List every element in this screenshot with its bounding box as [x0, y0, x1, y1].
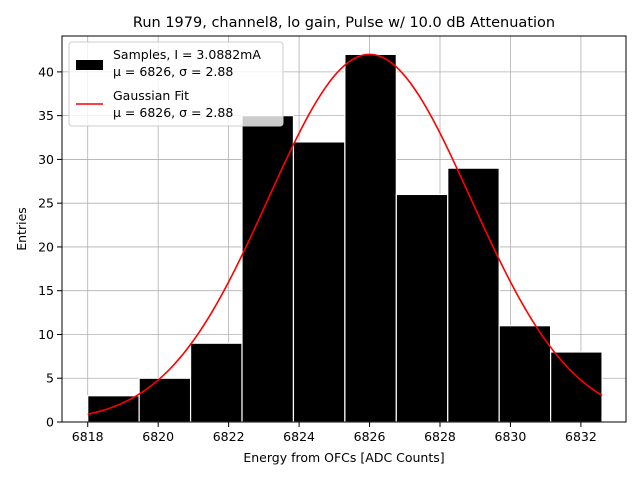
x-tick-label: 6818 — [72, 429, 104, 444]
legend-samples-swatch — [76, 60, 103, 70]
legend-samples-stats: μ = 6826, σ = 2.88 — [113, 64, 233, 79]
y-tick-label: 15 — [38, 283, 54, 298]
y-axis-label: Entries — [14, 207, 29, 251]
histogram-bar — [498, 325, 552, 423]
histogram-bar — [292, 141, 346, 423]
y-tick-label: 5 — [46, 371, 54, 386]
x-tick-label: 6824 — [283, 429, 315, 444]
histogram-bar — [395, 193, 449, 423]
histogram-bar — [87, 395, 140, 423]
histogram-bar — [550, 351, 603, 423]
y-tick-label: 10 — [38, 327, 54, 342]
x-axis-label: Energy from OFCs [ADC Counts] — [243, 450, 444, 465]
legend-box — [68, 41, 284, 127]
x-tick-label: 6822 — [213, 429, 245, 444]
legend: Samples, I = 3.0882mA μ = 6826, σ = 2.88… — [68, 41, 284, 127]
y-tick-label: 35 — [38, 108, 54, 123]
histogram-bar — [447, 167, 500, 423]
x-tick-label: 6828 — [424, 429, 456, 444]
histogram-bar — [138, 377, 192, 423]
chart-title: Run 1979, channel8, lo gain, Pulse w/ 10… — [133, 15, 555, 31]
histogram-bar — [189, 342, 243, 423]
y-axis-ticks: 0 5 10 15 20 25 30 35 40 — [38, 64, 62, 430]
plot-frame — [61, 35, 627, 423]
y-tick-label: 20 — [38, 239, 54, 254]
x-axis-ticks: 6818 6820 6822 6824 6826 6828 6830 6832 — [72, 422, 597, 444]
legend-samples-label: Samples, I = 3.0882mA — [113, 47, 261, 62]
y-tick-label: 0 — [46, 415, 54, 430]
y-tick-label: 25 — [38, 196, 54, 211]
gaussian-fit-curve — [87, 53, 603, 416]
x-tick-label: 6830 — [495, 429, 527, 444]
y-tick-label: 30 — [38, 152, 54, 167]
histogram-bar — [344, 53, 397, 423]
legend-fit-stats: μ = 6826, σ = 2.88 — [113, 105, 233, 120]
legend-fit-label: Gaussian Fit — [113, 88, 189, 103]
x-tick-label: 6820 — [142, 429, 174, 444]
x-tick-label: 6832 — [565, 429, 597, 444]
histogram-bars — [87, 53, 603, 423]
x-tick-label: 6826 — [354, 429, 386, 444]
y-tick-label: 40 — [38, 64, 54, 79]
